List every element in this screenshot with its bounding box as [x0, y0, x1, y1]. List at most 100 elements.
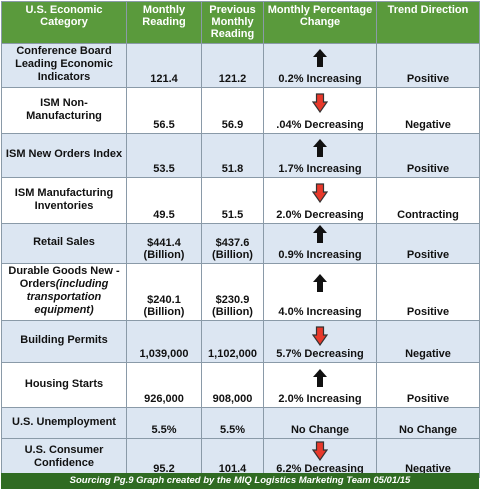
row: Durable Goods New -Orders(including tran… — [1, 263, 480, 321]
arrow-shape — [313, 274, 327, 292]
header-cell: Trend Direction — [376, 1, 480, 44]
change-cell: 5.7% Decreasing — [263, 320, 377, 363]
arrow-shape — [312, 441, 328, 461]
row: ISM Non-Manufacturing 56.5 56.9 .04% Dec… — [1, 87, 480, 134]
change-cell: No Change — [263, 407, 377, 439]
change-cell: 4.0% Increasing — [263, 263, 377, 321]
down-arrow — [312, 93, 328, 113]
previous: 56.9 — [201, 87, 264, 134]
trend: Negative — [376, 320, 480, 363]
trend: No Change — [376, 407, 480, 439]
trend: Positive — [376, 263, 480, 321]
current: $441.4 (Billion) — [126, 223, 202, 264]
trend: Positive — [376, 223, 480, 264]
change: 5.7% Decreasing — [276, 348, 364, 360]
header-cell: Monthly Reading — [126, 1, 202, 44]
economic-table: U.S. Economic Category Monthly Reading P… — [1, 1, 480, 478]
change-cell: .04% Decreasing — [263, 87, 377, 134]
header-cell: U.S. Economic Category — [1, 1, 127, 44]
row: U.S. Unemployment 5.5% 5.5% No Change No… — [1, 407, 480, 439]
change-cell: 0.2% Increasing — [263, 43, 377, 88]
up-arrow — [313, 225, 327, 243]
current: 53.5 — [126, 133, 202, 178]
previous: 1,102,000 — [201, 320, 264, 363]
header-cell: Monthly Percentage Change — [263, 1, 377, 44]
down-arrow — [312, 326, 328, 346]
current: 95.2 — [126, 438, 202, 478]
up-arrow — [313, 369, 327, 387]
category: ISM New Orders Index — [1, 133, 127, 178]
trend: Positive — [376, 362, 480, 408]
change: 6.2% Decreasing — [276, 463, 364, 475]
row: ISM Manufacturing Inventories 49.5 51.5 … — [1, 177, 480, 224]
trend: Negative — [376, 438, 480, 478]
change: 2.0% Decreasing — [276, 209, 364, 221]
previous: 51.8 — [201, 133, 264, 178]
change-cell: 6.2% Decreasing — [263, 438, 377, 478]
previous: 101.4 — [201, 438, 264, 478]
arrow-shape — [312, 93, 328, 113]
current: 5.5% — [126, 407, 202, 439]
change-cell: 2.0% Decreasing — [263, 177, 377, 224]
category: ISM Manufacturing Inventories — [1, 177, 127, 224]
trend: Negative — [376, 87, 480, 134]
change: No Change — [290, 424, 350, 436]
trend: Contracting — [376, 177, 480, 224]
change-cell: 1.7% Increasing — [263, 133, 377, 178]
up-arrow — [313, 49, 327, 67]
change: 2.0% Increasing — [278, 393, 362, 405]
row: Retail Sales $441.4 (Billion) $437.6 (Bi… — [1, 223, 480, 264]
change-cell: 2.0% Increasing — [263, 362, 377, 408]
arrow-shape — [313, 369, 327, 387]
category-cell: Durable Goods New -Orders(including tran… — [1, 263, 127, 321]
current: 121.4 — [126, 43, 202, 88]
previous: 51.5 — [201, 177, 264, 224]
current: 926,000 — [126, 362, 202, 408]
current: 56.5 — [126, 87, 202, 134]
arrow-shape — [313, 49, 327, 67]
header-cell: Previous Monthly Reading — [201, 1, 264, 44]
change: 0.2% Increasing — [278, 73, 362, 85]
header-row: U.S. Economic Category Monthly Reading P… — [1, 1, 480, 44]
category: ISM Non-Manufacturing — [1, 87, 127, 134]
current: 1,039,000 — [126, 320, 202, 363]
category: Housing Starts — [1, 362, 127, 408]
arrow-shape — [313, 225, 327, 243]
category: Retail Sales — [1, 223, 127, 264]
previous: 908,000 — [201, 362, 264, 408]
category: Building Permits — [1, 320, 127, 363]
category-note: (including transportation equipment) — [26, 278, 109, 316]
current: $240.1 (Billion) — [126, 263, 202, 321]
row: Housing Starts 926,000 908,000 2.0% Incr… — [1, 362, 480, 408]
arrow-shape — [312, 183, 328, 203]
footer: Sourcing Pg.9 Graph created by the MIQ L… — [1, 473, 479, 489]
down-arrow — [312, 183, 328, 203]
row: ISM New Orders Index 53.5 51.8 1.7% Incr… — [1, 133, 480, 178]
change: 4.0% Increasing — [278, 306, 362, 318]
category: Durable Goods New -Orders — [8, 265, 120, 290]
current: 49.5 — [126, 177, 202, 224]
previous: 5.5% — [201, 407, 264, 439]
row: U.S. Consumer Confidence 95.2 101.4 6.2%… — [1, 438, 480, 478]
change: .04% Decreasing — [276, 119, 364, 131]
category: U.S. Unemployment — [1, 407, 127, 439]
previous: $230.9 (Billion) — [201, 263, 264, 321]
down-arrow — [312, 441, 328, 461]
change: 0.9% Increasing — [278, 249, 362, 261]
previous: $437.6 (Billion) — [201, 223, 264, 264]
previous: 121.2 — [201, 43, 264, 88]
category: Conference Board Leading Economic Indica… — [1, 43, 127, 88]
up-arrow — [313, 274, 327, 292]
trend: Positive — [376, 43, 480, 88]
up-arrow — [313, 139, 327, 157]
row: Conference Board Leading Economic Indica… — [1, 43, 480, 88]
change-cell: 0.9% Increasing — [263, 223, 377, 264]
row: Building Permits 1,039,000 1,102,000 5.7… — [1, 320, 480, 363]
change: 1.7% Increasing — [278, 163, 362, 175]
trend: Positive — [376, 133, 480, 178]
arrow-shape — [312, 326, 328, 346]
arrow-shape — [313, 139, 327, 157]
category: U.S. Consumer Confidence — [1, 438, 127, 478]
